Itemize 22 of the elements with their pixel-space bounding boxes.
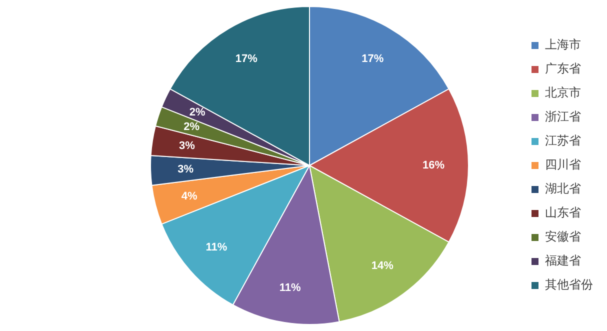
data-label: 17% — [362, 52, 384, 65]
legend-label: 北京市 — [545, 86, 581, 100]
data-label: 11% — [279, 282, 302, 294]
legend-label: 山东省 — [545, 206, 581, 220]
data-label: 2% — [184, 121, 200, 134]
data-label: 2% — [189, 106, 206, 119]
data-label: 4% — [181, 190, 198, 202]
data-label: 3% — [179, 140, 196, 152]
legend-label: 湖北省 — [545, 182, 581, 196]
legend-label: 其他省份 — [545, 278, 593, 292]
data-label: 11% — [206, 242, 228, 254]
legend-label: 江苏省 — [545, 134, 581, 148]
data-label: 16% — [422, 160, 445, 172]
data-label: 17% — [235, 52, 258, 65]
legend-label: 四川省 — [545, 158, 581, 172]
data-label: 3% — [178, 163, 194, 176]
legend-label: 福建省 — [545, 254, 581, 268]
legend-label: 安徽省 — [545, 230, 581, 244]
legend-label: 浙江省 — [545, 110, 581, 124]
data-label: 14% — [371, 260, 394, 272]
legend-label: 上海市 — [545, 38, 581, 52]
legend-label: 广东省 — [545, 62, 581, 76]
